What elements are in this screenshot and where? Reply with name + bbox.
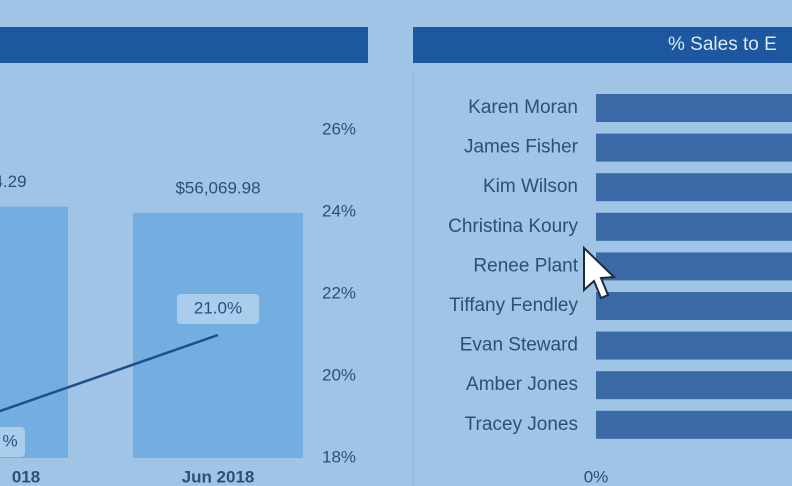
y2-tick-label: 18% [322,447,356,466]
left-header [0,27,368,63]
category-label: James Fisher [464,137,579,158]
line [0,333,219,413]
category-label: Christina Koury [448,216,578,237]
bar [596,94,792,122]
line-value-label: % [2,431,17,450]
chart-title: % Sales to E [668,34,777,55]
line-label-box [177,294,259,324]
category-label: Evan Steward [460,335,578,356]
bar [596,212,792,241]
y2-tick-label: 26% [322,119,356,138]
bar [596,331,792,360]
category-label: Tracey Jones [465,414,578,435]
category-label: Karen Moran [468,97,578,118]
bar-value-label: $56,069.98 [175,178,260,197]
bar [596,371,792,400]
bar [596,410,792,439]
bar [596,252,792,281]
right-header [413,27,792,63]
category-label: Kim Wilson [483,176,578,197]
bar [0,206,68,458]
mouse-cursor [583,245,617,300]
bar-value-label: 4.29 [0,172,27,191]
chart-layer: 18% 20% 22% 24% 26% 018 Jun 2018 4.29 $56,069.98… [0,94,792,486]
bar [596,173,792,202]
category-label: Tiffany Fendley [449,295,578,316]
y2-tick-label: 22% [322,283,356,302]
category-label: Amber Jones [466,374,578,395]
x-tick-label: 0% [584,467,609,486]
x-tick-label: 018 [12,467,40,486]
category-label: Renee Plant [473,255,578,276]
line-label-box [0,427,25,457]
bar [596,133,792,162]
y2-tick-label: 20% [322,365,356,384]
x-tick-label: Jun 2018 [182,467,255,486]
bar [596,292,792,320]
y2-tick-label: 24% [322,201,356,220]
line-value-label: 21.0% [194,298,242,317]
